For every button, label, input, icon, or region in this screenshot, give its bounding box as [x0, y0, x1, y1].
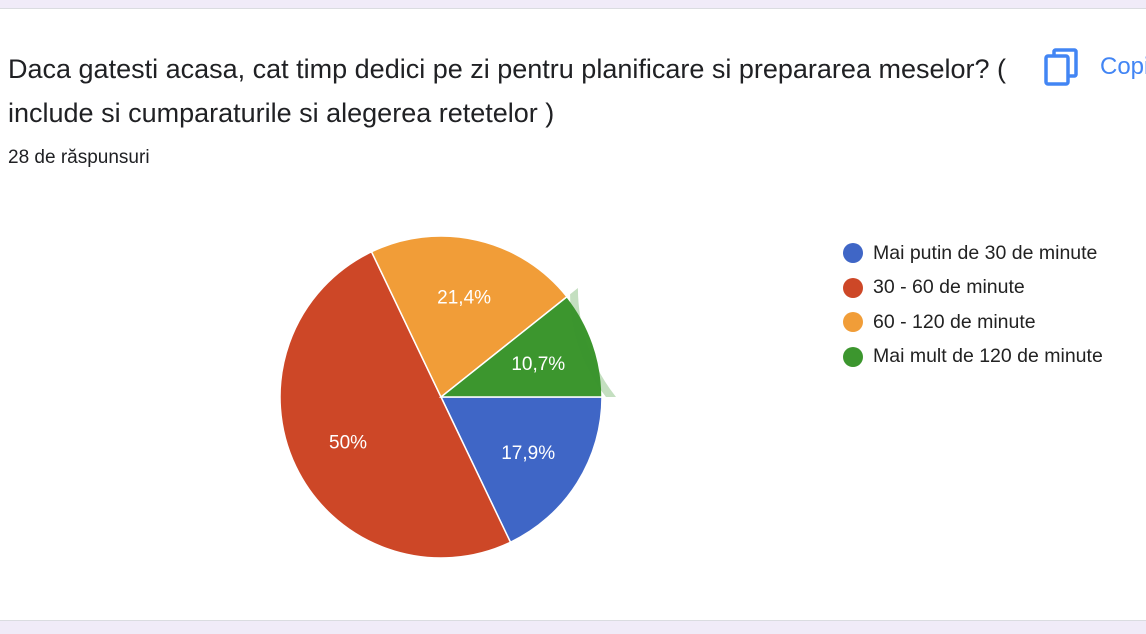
response-count: 28 de răspunsuri	[8, 147, 150, 168]
pie-slice-mai-putin-de-30-de-minute[interactable]	[439, 396, 603, 544]
legend-label: Mai putin de 30 de minute	[873, 241, 1098, 264]
pie-slice-30-60-de-minute[interactable]	[279, 250, 512, 559]
slice-label-60-120-de-minute: 21,4%	[437, 288, 491, 309]
legend-swatch	[843, 312, 863, 333]
legend-label: 60 - 120 de minute	[873, 310, 1036, 333]
legend-swatch	[843, 243, 863, 264]
question-card: Daca gatesti acasa, cat timp dedici pe z…	[0, 8, 1146, 621]
slice-label-mai-mult-de-120-de-minute: 10,7%	[511, 354, 565, 375]
legend-item-mai-mult-de-120-de-minute[interactable]: Mai mult de 120 de minute	[843, 340, 1103, 375]
legend-swatch	[843, 277, 863, 298]
chart-legend: Mai putin de 30 de minute 30 - 60 de minu…	[843, 236, 1103, 374]
legend-item-mai-putin-de-30-de-minute[interactable]: Mai putin de 30 de minute	[843, 236, 1103, 271]
legend-label: Mai mult de 120 de minute	[873, 345, 1103, 368]
slice-label-mai-putin-de-30-de-minute: 17,9%	[501, 443, 555, 464]
legend-label: 30 - 60 de minute	[873, 276, 1025, 299]
copy-button[interactable]: Copiați	[1044, 45, 1146, 89]
pie-chart: 17,9% 50% 21,4% 10,7%	[279, 235, 616, 559]
slice-highlight-ring	[570, 288, 616, 397]
question-title: Daca gatesti acasa, cat timp dedici pe z…	[8, 54, 1006, 128]
copy-button-label: Copiați	[1100, 53, 1146, 80]
legend-swatch	[843, 346, 863, 367]
copy-icon	[1044, 48, 1078, 86]
legend-item-30-60-de-minute[interactable]: 30 - 60 de minute	[843, 271, 1103, 306]
legend-item-60-120-de-minute[interactable]: 60 - 120 de minute	[843, 305, 1103, 340]
slice-label-30-60-de-minute: 50%	[329, 432, 367, 453]
pie-slice-mai-mult-de-120-de-minute[interactable]	[438, 295, 603, 398]
pie-slice-60-120-de-minute[interactable]	[370, 235, 569, 399]
